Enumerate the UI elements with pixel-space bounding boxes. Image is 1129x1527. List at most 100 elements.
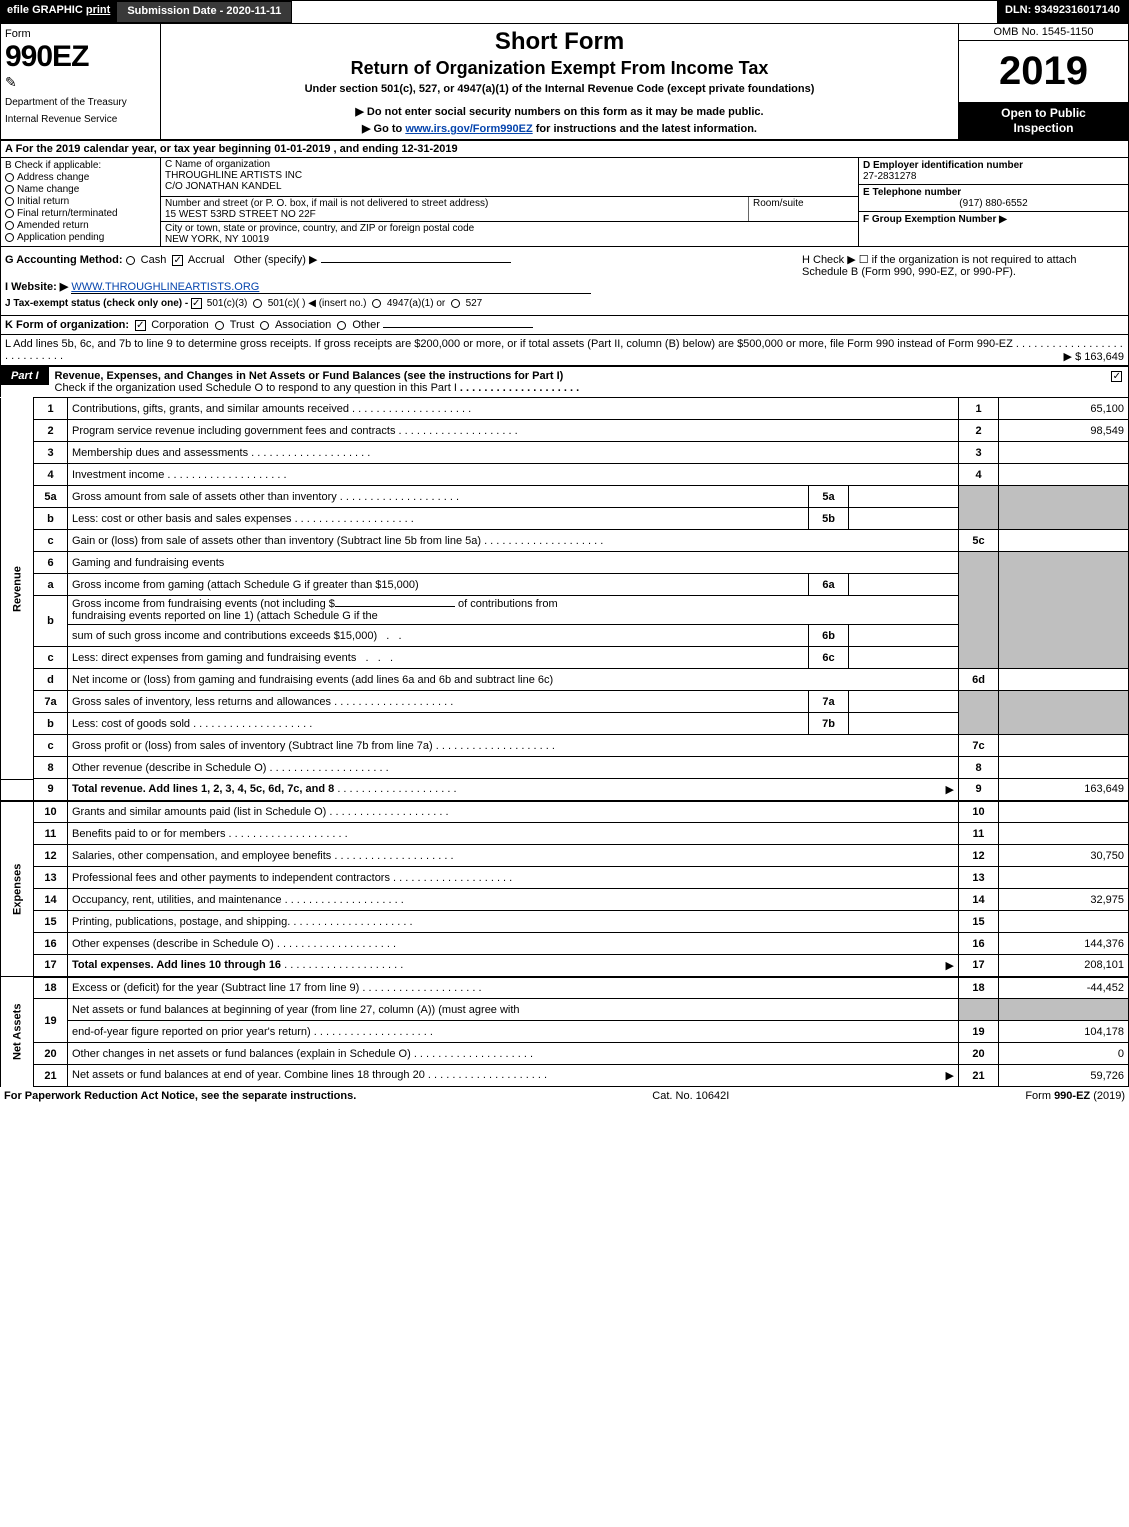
6b-amount-line[interactable] bbox=[335, 606, 455, 607]
L-amount: ▶ $ 163,649 bbox=[1064, 350, 1124, 363]
J-4947-radio[interactable] bbox=[372, 299, 381, 308]
part1-dots bbox=[457, 382, 579, 394]
K-corp: Corporation bbox=[151, 319, 208, 331]
G-other: Other (specify) ▶ bbox=[234, 254, 318, 266]
desc-12: Salaries, other compensation, and employ… bbox=[68, 845, 959, 867]
part1-check[interactable] bbox=[1104, 367, 1128, 385]
rno-9: 9 bbox=[959, 779, 999, 801]
rno-6d: 6d bbox=[959, 669, 999, 691]
desc-6d: Net income or (loss) from gaming and fun… bbox=[68, 669, 959, 691]
L-text: L Add lines 5b, 6c, and 7b to line 9 to … bbox=[5, 338, 1013, 350]
rno-2: 2 bbox=[959, 420, 999, 442]
graphic-label: GRAPHIC bbox=[32, 4, 83, 16]
desc-6b-2: sum of such gross income and contributio… bbox=[68, 625, 809, 647]
side-expenses: Expenses bbox=[1, 801, 34, 977]
rval-1: 65,100 bbox=[999, 398, 1129, 420]
rno-3: 3 bbox=[959, 442, 999, 464]
G-cash-radio[interactable] bbox=[126, 256, 135, 265]
desc-18: Excess or (deficit) for the year (Subtra… bbox=[68, 977, 959, 999]
sn-6c: 6c bbox=[809, 647, 849, 669]
J-527: 527 bbox=[466, 298, 483, 309]
goto-link[interactable]: www.irs.gov/Form990EZ bbox=[405, 123, 532, 135]
G-other-line[interactable] bbox=[321, 262, 511, 263]
org-city: NEW YORK, NY 10019 bbox=[165, 234, 269, 245]
topbar-left: efile GRAPHIC print Submission Date - 20… bbox=[1, 1, 292, 23]
form-word: Form bbox=[5, 28, 156, 40]
title-goto: ▶ Go to www.irs.gov/Form990EZ for instru… bbox=[167, 122, 952, 135]
box-DEF: D Employer identification number 27-2831… bbox=[858, 158, 1128, 246]
rval-21: 59,726 bbox=[999, 1065, 1129, 1087]
chk-name-change[interactable]: Name change bbox=[5, 184, 156, 195]
desc-2: Program service revenue including govern… bbox=[68, 420, 959, 442]
K-other-line[interactable] bbox=[383, 327, 533, 328]
G-label: G Accounting Method: bbox=[5, 254, 123, 266]
no-14: 14 bbox=[34, 889, 68, 911]
G-cash: Cash bbox=[141, 254, 167, 266]
goto-post: for instructions and the latest informat… bbox=[533, 123, 757, 135]
line-K: K Form of organization: Corporation Trus… bbox=[0, 316, 1129, 335]
K-trust-radio[interactable] bbox=[215, 321, 224, 330]
E-label: E Telephone number bbox=[863, 187, 961, 198]
no-2: 2 bbox=[34, 420, 68, 442]
J-501c-radio[interactable] bbox=[253, 299, 262, 308]
rval-15 bbox=[999, 911, 1129, 933]
sn-7a: 7a bbox=[809, 691, 849, 713]
G-accrual-check[interactable] bbox=[172, 255, 183, 266]
J-527-radio[interactable] bbox=[451, 299, 460, 308]
desc-13: Professional fees and other payments to … bbox=[68, 867, 959, 889]
C-address-row: Number and street (or P. O. box, if mail… bbox=[161, 197, 858, 222]
J-501c3-check[interactable] bbox=[191, 298, 202, 309]
no-1: 1 bbox=[34, 398, 68, 420]
no-11: 11 bbox=[34, 823, 68, 845]
no-10: 10 bbox=[34, 801, 68, 823]
chk-application-pending[interactable]: Application pending bbox=[5, 232, 156, 243]
chk-final-return[interactable]: Final return/terminated bbox=[5, 208, 156, 219]
no-8: 8 bbox=[34, 757, 68, 779]
rval-9: 163,649 bbox=[999, 779, 1129, 801]
D-val: 27-2831278 bbox=[863, 171, 916, 182]
no-7a: 7a bbox=[34, 691, 68, 713]
rno-13: 13 bbox=[959, 867, 999, 889]
desc-7b: Less: cost of goods sold bbox=[68, 713, 809, 735]
no-19: 19 bbox=[34, 999, 68, 1043]
rno-15: 15 bbox=[959, 911, 999, 933]
line-H: H Check ▶ ☐ if the organization is not r… bbox=[798, 247, 1128, 315]
shade-6 bbox=[959, 552, 999, 669]
no-9: 9 bbox=[34, 779, 68, 801]
website-link[interactable]: WWW.THROUGHLINEARTISTS.ORG bbox=[71, 281, 591, 294]
chk-initial-return[interactable]: Initial return bbox=[5, 196, 156, 207]
line-L: L Add lines 5b, 6c, and 7b to line 9 to … bbox=[0, 335, 1129, 366]
desc-9: Total revenue. Add lines 1, 2, 3, 4, 5c,… bbox=[68, 779, 959, 801]
K-other-radio[interactable] bbox=[337, 321, 346, 330]
sn-6a: 6a bbox=[809, 574, 849, 596]
rno-21: 21 bbox=[959, 1065, 999, 1087]
tax-year: 2019 bbox=[959, 41, 1128, 102]
rval-4 bbox=[999, 464, 1129, 486]
title-return: Return of Organization Exempt From Incom… bbox=[167, 58, 952, 79]
efile-block: efile GRAPHIC print bbox=[1, 1, 116, 23]
desc-15: Printing, publications, postage, and shi… bbox=[68, 911, 959, 933]
D-label: D Employer identification number bbox=[863, 160, 1023, 171]
print-link[interactable]: print bbox=[86, 4, 110, 16]
shade-7 bbox=[959, 691, 999, 735]
J-label: J Tax-exempt status (check only one) - bbox=[5, 298, 191, 309]
desc-5a: Gross amount from sale of assets other t… bbox=[68, 486, 809, 508]
chk-amended-return[interactable]: Amended return bbox=[5, 220, 156, 231]
side-revenue: Revenue bbox=[1, 398, 34, 779]
sv-7b bbox=[849, 713, 959, 735]
sv-6a bbox=[849, 574, 959, 596]
footer: For Paperwork Reduction Act Notice, see … bbox=[0, 1087, 1129, 1105]
line-G: G Accounting Method: Cash Accrual Other … bbox=[5, 253, 794, 266]
form-header: Form 990EZ ✎ Department of the Treasury … bbox=[0, 24, 1129, 141]
no-5a: 5a bbox=[34, 486, 68, 508]
C-name: C Name of organization THROUGHLINE ARTIS… bbox=[161, 158, 858, 197]
title-shortform: Short Form bbox=[167, 28, 952, 56]
sv-6c bbox=[849, 647, 959, 669]
submission-date: Submission Date - 2020-11-11 bbox=[116, 1, 292, 23]
K-assoc-radio[interactable] bbox=[260, 321, 269, 330]
desc-8: Other revenue (describe in Schedule O) bbox=[68, 757, 959, 779]
K-corp-check[interactable] bbox=[135, 320, 146, 331]
no-4: 4 bbox=[34, 464, 68, 486]
chk-address-change[interactable]: Address change bbox=[5, 172, 156, 183]
rno-11: 11 bbox=[959, 823, 999, 845]
